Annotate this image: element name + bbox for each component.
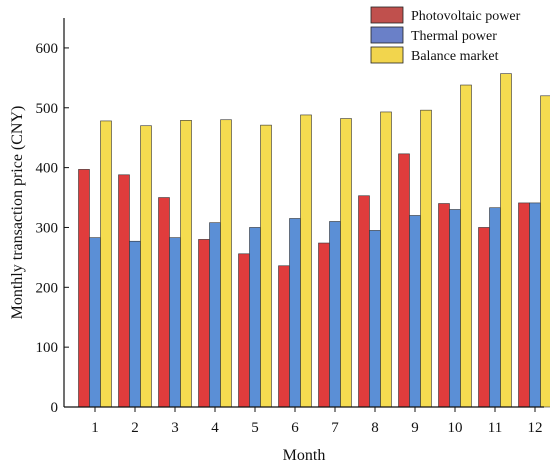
legend-swatch-thermal-power (370, 26, 404, 44)
bar-photovoltaic-power-12 (518, 202, 530, 408)
x-tick-label: 7 (331, 420, 339, 436)
bar-thermal-power-6 (289, 218, 301, 408)
bar-balance-market-11 (500, 73, 512, 408)
bar-photovoltaic-power-1 (78, 169, 90, 408)
y-tick-label: 400 (36, 161, 59, 177)
x-ticks-group: 1 2 3 4 5 6 7 8 9 10 11 12 (91, 407, 543, 436)
y-ticks-group: 0 100 200 300 400 500 600 (36, 41, 69, 416)
x-tick-label: 11 (488, 420, 502, 436)
legend-label-balance-market: Balance market (411, 49, 499, 64)
legend: Photovoltaic power Thermal power Balance m… (370, 6, 521, 64)
legend-swatch-photovoltaic-power (370, 6, 404, 24)
bar-balance-market-8 (380, 111, 392, 408)
x-tick-label: 9 (411, 420, 419, 436)
bar-photovoltaic-power-4 (198, 239, 210, 408)
bar-thermal-power-11 (489, 207, 501, 408)
bar-balance-market-12 (540, 95, 550, 408)
bar-photovoltaic-power-9 (398, 153, 410, 408)
bar-thermal-power-2 (129, 240, 141, 408)
x-tick-label: 3 (171, 420, 179, 436)
bar-photovoltaic-power-5 (238, 253, 250, 408)
bar-thermal-power-5 (249, 227, 261, 408)
bar-photovoltaic-power-3 (158, 197, 170, 408)
y-tick-label: 500 (36, 101, 59, 117)
bar-thermal-power-1 (89, 237, 101, 408)
x-tick-label: 2 (131, 420, 139, 436)
x-tick-label: 12 (528, 420, 543, 436)
bar-thermal-power-7 (329, 221, 341, 408)
y-tick-label: 0 (51, 400, 59, 416)
bars-group (78, 73, 550, 408)
y-tick-label: 200 (36, 280, 59, 296)
legend-label-photovoltaic-power: Photovoltaic power (411, 9, 521, 24)
bar-balance-market-1 (100, 120, 112, 408)
x-tick-label: 5 (251, 420, 259, 436)
bar-thermal-power-3 (169, 237, 181, 408)
bar-balance-market-6 (300, 114, 312, 408)
bar-photovoltaic-power-11 (478, 227, 490, 408)
legend-swatch-balance-market (370, 46, 404, 64)
x-tick-label: 8 (371, 420, 379, 436)
bar-photovoltaic-power-7 (318, 242, 330, 408)
bar-photovoltaic-power-2 (118, 174, 130, 408)
bar-thermal-power-9 (409, 215, 421, 408)
bar-photovoltaic-power-8 (358, 195, 370, 408)
bar-thermal-power-4 (209, 222, 221, 408)
y-axis-title: Monthly transaction price (CNY) (9, 106, 26, 320)
x-tick-label: 10 (448, 420, 463, 436)
bar-balance-market-7 (340, 118, 352, 408)
bar-balance-market-5 (260, 124, 272, 408)
legend-label-thermal-power: Thermal power (411, 29, 497, 44)
x-tick-label: 1 (91, 420, 99, 436)
x-axis-title: Month (283, 447, 326, 464)
bar-balance-market-3 (180, 120, 192, 408)
bar-balance-market-2 (140, 125, 152, 408)
axes-group (63, 18, 544, 408)
x-tick-label: 6 (291, 420, 299, 436)
bar-photovoltaic-power-6 (278, 265, 290, 408)
bar-balance-market-10 (460, 84, 472, 408)
bar-thermal-power-10 (449, 209, 461, 408)
bar-thermal-power-8 (369, 230, 381, 408)
y-tick-label: 300 (36, 220, 59, 236)
y-tick-label: 100 (36, 340, 59, 356)
bar-photovoltaic-power-10 (438, 203, 450, 408)
y-tick-label: 600 (36, 41, 59, 57)
bar-thermal-power-12 (529, 202, 541, 408)
bar-balance-market-4 (220, 119, 232, 408)
x-tick-label: 4 (211, 420, 219, 436)
bar-balance-market-9 (420, 109, 432, 408)
